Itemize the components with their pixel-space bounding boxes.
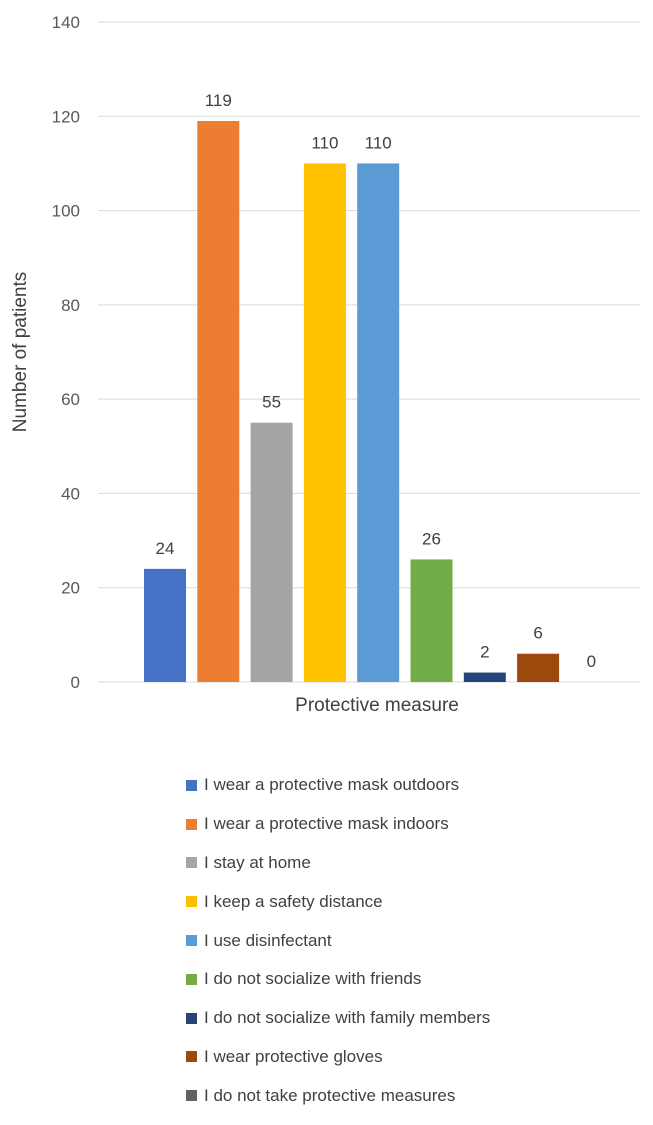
- bar: [303, 163, 346, 682]
- legend-item: I do not socialize with family members: [186, 999, 490, 1038]
- legend-swatch: [186, 818, 197, 830]
- bar: [144, 568, 186, 682]
- y-axis-tick-labels: 0 20 40 60 80 100 120 140: [52, 13, 80, 692]
- legend-swatch: [186, 779, 197, 791]
- legend-label: I stay at home: [204, 852, 311, 872]
- bar: [410, 559, 453, 682]
- legend-item: I stay at home: [186, 844, 490, 883]
- legend-item: I keep a safety distance: [186, 882, 490, 921]
- legend-item: I wear a protective mask outdoors: [186, 766, 490, 805]
- bar: [197, 121, 240, 682]
- legend-swatch: [186, 857, 197, 869]
- data-label: 6: [533, 624, 542, 643]
- data-label: 24: [156, 539, 175, 558]
- bar: [250, 422, 293, 682]
- bar: [517, 653, 560, 682]
- bar: [357, 163, 400, 682]
- data-label: 2: [480, 643, 489, 662]
- legend: I wear a protective mask outdoors I wear …: [186, 766, 490, 1115]
- y-tick-label: 60: [61, 390, 80, 409]
- legend-swatch: [186, 896, 197, 908]
- legend-label: I keep a safety distance: [204, 891, 383, 911]
- x-axis-title: Protective measure: [295, 695, 459, 716]
- y-tick-label: 140: [52, 13, 80, 32]
- y-tick-label: 120: [52, 107, 80, 126]
- y-tick-label: 40: [61, 484, 80, 503]
- legend-label: I do not socialize with friends: [204, 969, 422, 989]
- data-label: 110: [311, 133, 338, 152]
- legend-item: I do not socialize with friends: [186, 960, 490, 999]
- y-tick-label: 20: [61, 579, 80, 598]
- data-label: 55: [262, 393, 281, 412]
- legend-label: I use disinfectant: [204, 930, 332, 950]
- y-tick-label: 0: [71, 673, 80, 692]
- data-label: 0: [587, 652, 596, 671]
- legend-label: I wear protective gloves: [204, 1046, 383, 1066]
- bars: [144, 121, 560, 682]
- data-label: 119: [205, 91, 232, 110]
- legend-label: I wear a protective mask outdoors: [204, 775, 460, 795]
- y-tick-label: 80: [61, 296, 80, 315]
- legend-swatch: [186, 1012, 197, 1024]
- y-tick-label: 100: [52, 202, 80, 221]
- legend-item: I wear a protective mask indoors: [186, 805, 490, 844]
- legend-swatch: [186, 935, 197, 947]
- legend-label: I wear a protective mask indoors: [204, 814, 449, 834]
- legend-item: I use disinfectant: [186, 921, 490, 960]
- legend-label: I do not take protective measures: [204, 1085, 456, 1105]
- bar: [463, 672, 506, 682]
- legend-label: I do not socialize with family members: [204, 1008, 491, 1028]
- legend-swatch: [186, 1051, 197, 1063]
- data-label: 26: [422, 529, 441, 548]
- y-axis-title: Number of patients: [10, 272, 31, 433]
- legend-item: I do not take protective measures: [186, 1076, 490, 1115]
- legend-swatch: [186, 973, 197, 985]
- legend-swatch: [186, 1090, 197, 1102]
- legend-item: I wear protective gloves: [186, 1038, 490, 1077]
- data-label: 110: [365, 133, 392, 152]
